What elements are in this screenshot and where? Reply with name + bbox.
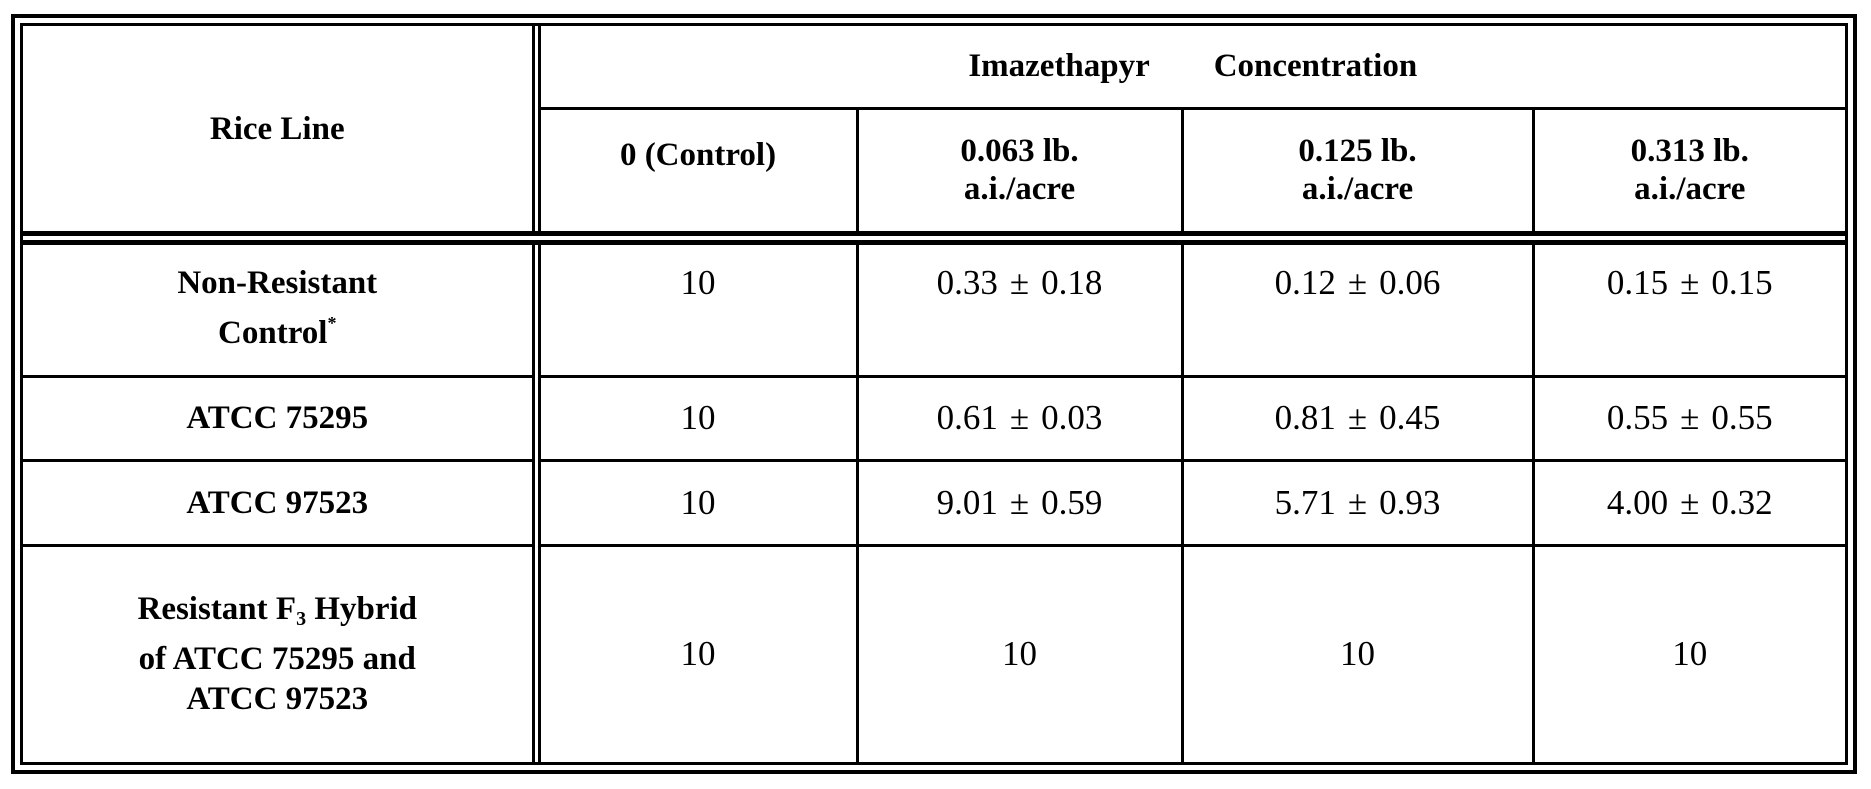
row-label-line1-suffix: Hybrid — [306, 591, 417, 627]
cell-mean: 10 — [681, 263, 716, 302]
row-label-atcc-75295: ATCC 75295 — [23, 376, 536, 460]
cell-value: 10 — [536, 460, 857, 545]
table-inner-border: Rice Line Imazethapyr Concentration 0 (C… — [20, 23, 1848, 765]
cell-value: 0.15 ±0.15 — [1533, 238, 1845, 376]
cell-mean: 10 — [1672, 634, 1707, 673]
cell-error: 0.55 — [1711, 398, 1772, 437]
col-header-0063-line1: 0.063 lb. — [859, 132, 1181, 170]
cell-mean: 10 — [1002, 634, 1037, 673]
cell-value: 10 — [1182, 545, 1533, 762]
plus-minus-symbol: ± — [1010, 398, 1029, 438]
cell-value: 5.71 ±0.93 — [1182, 460, 1533, 545]
col-header-control-text: 0 (Control) — [620, 137, 776, 173]
header-rice-line: Rice Line — [23, 26, 536, 238]
row-label-line1: Non-Resistant — [23, 263, 532, 303]
row-label-resistant-f3-hybrid: Resistant F3 Hybrid of ATCC 75295 and AT… — [23, 545, 536, 762]
cell-error: 0.59 — [1041, 483, 1102, 522]
row-label-line2: of ATCC 75295 and — [23, 639, 532, 679]
imazethapyr-tolerance-table: Rice Line Imazethapyr Concentration 0 (C… — [23, 26, 1845, 762]
cell-value: 0.61 ±0.03 — [857, 376, 1182, 460]
row-label-non-resistant-control: Non-Resistant Control* — [23, 238, 536, 376]
header-word-concentration: Concentration — [1214, 48, 1417, 84]
cell-value: 10 — [536, 238, 857, 376]
cell-value: 10 — [536, 545, 857, 762]
row-label-line1: ATCC 75295 — [186, 400, 368, 436]
row-label-atcc-97523: ATCC 97523 — [23, 460, 536, 545]
cell-mean: 10 — [681, 483, 716, 522]
plus-minus-symbol: ± — [1680, 263, 1699, 303]
cell-error: 0.32 — [1711, 483, 1772, 522]
cell-value: 9.01 ±0.59 — [857, 460, 1182, 545]
col-header-0313-line1: 0.313 lb. — [1535, 132, 1846, 170]
col-header-0125-line1: 0.125 lb. — [1184, 132, 1532, 170]
cell-value: 0.55 ±0.55 — [1533, 376, 1845, 460]
cell-value: 4.00 ±0.32 — [1533, 460, 1845, 545]
plus-minus-symbol: ± — [1010, 483, 1029, 523]
plus-minus-symbol: ± — [1348, 483, 1367, 523]
cell-value: 10 — [536, 376, 857, 460]
plus-minus-symbol: ± — [1348, 398, 1367, 438]
cell-mean: 0.15 — [1607, 263, 1668, 302]
col-header-0063-line2: a.i./acre — [859, 170, 1181, 208]
cell-error: 0.06 — [1379, 263, 1440, 302]
col-header-0063: 0.063 lb. a.i./acre — [857, 108, 1182, 238]
cell-mean: 10 — [681, 398, 716, 437]
cell-value: 10 — [1533, 545, 1845, 762]
cell-error: 0.15 — [1711, 263, 1772, 302]
table-row: Non-Resistant Control* 10 0.33 ±0.18 0.12… — [23, 238, 1845, 376]
header-rice-line-text: Rice Line — [210, 111, 345, 147]
cell-mean: 10 — [1340, 634, 1375, 673]
cell-error: 0.45 — [1379, 398, 1440, 437]
cell-error: 0.03 — [1041, 398, 1102, 437]
cell-mean: 10 — [681, 634, 716, 673]
row-label-line2: Control — [218, 315, 327, 351]
cell-value: 0.81 ±0.45 — [1182, 376, 1533, 460]
footnote-marker: * — [327, 313, 336, 333]
row-label-line3: ATCC 97523 — [23, 679, 532, 719]
row-label-line1-text: Resistant F — [137, 591, 296, 627]
cell-mean: 9.01 — [937, 483, 998, 522]
cell-value: 10 — [857, 545, 1182, 762]
cell-mean: 0.61 — [937, 398, 998, 437]
plus-minus-symbol: ± — [1010, 263, 1029, 303]
header-word-imazethapyr: Imazethapyr — [968, 48, 1149, 84]
header-imazethapyr-concentration: Imazethapyr Concentration — [536, 26, 1845, 108]
plus-minus-symbol: ± — [1680, 398, 1699, 438]
table-row: ATCC 97523 10 9.01 ±0.59 5.71 ±0.93 4.00 ±0… — [23, 460, 1845, 545]
table-row: ATCC 75295 10 0.61 ±0.03 0.81 ±0.45 0.55 ±0… — [23, 376, 1845, 460]
cell-mean: 0.12 — [1275, 263, 1336, 302]
cell-value: 0.12 ±0.06 — [1182, 238, 1533, 376]
cell-error: 0.18 — [1041, 263, 1102, 302]
row-label-line1: Resistant F3 Hybrid — [23, 589, 532, 639]
col-header-control: 0 (Control) — [536, 108, 857, 238]
subscript-generation: 3 — [296, 608, 306, 630]
table-outer-border: Rice Line Imazethapyr Concentration 0 (C… — [11, 14, 1857, 774]
plus-minus-symbol: ± — [1348, 263, 1367, 303]
col-header-0125: 0.125 lb. a.i./acre — [1182, 108, 1533, 238]
row-label-line1: ATCC 97523 — [186, 485, 368, 521]
cell-error: 0.93 — [1379, 483, 1440, 522]
col-header-0125-line2: a.i./acre — [1184, 170, 1532, 208]
cell-mean: 0.55 — [1607, 398, 1668, 437]
col-header-0313: 0.313 lb. a.i./acre — [1533, 108, 1845, 238]
cell-mean: 4.00 — [1607, 483, 1668, 522]
cell-mean: 0.81 — [1275, 398, 1336, 437]
cell-mean: 5.71 — [1275, 483, 1336, 522]
col-header-0313-line2: a.i./acre — [1535, 170, 1846, 208]
cell-value: 0.33 ±0.18 — [857, 238, 1182, 376]
plus-minus-symbol: ± — [1680, 483, 1699, 523]
cell-mean: 0.33 — [937, 263, 998, 302]
table-row: Resistant F3 Hybrid of ATCC 75295 and AT… — [23, 545, 1845, 762]
